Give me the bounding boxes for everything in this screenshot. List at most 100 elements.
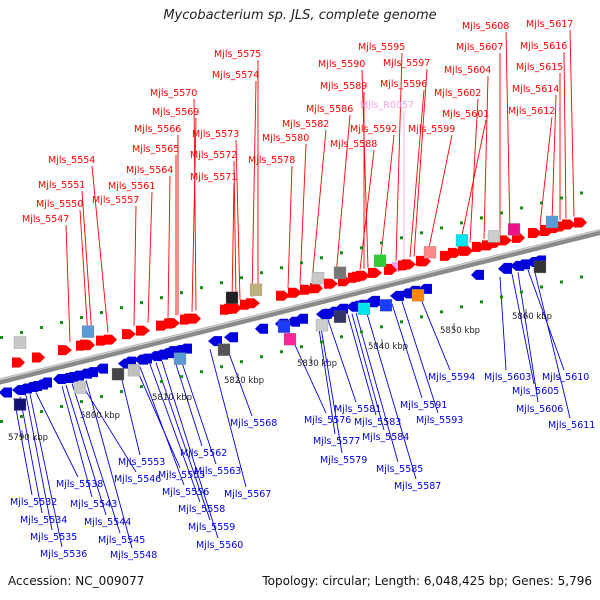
forward-gene-arrow[interactable] xyxy=(12,357,25,368)
gene-label-reverse[interactable]: Mjls_5584 xyxy=(362,432,409,443)
gene-label-reverse[interactable]: Mjls_5558 xyxy=(178,504,225,515)
gene-label-reverse[interactable]: Mjls_5585 xyxy=(376,464,423,475)
gene-label-reverse[interactable]: Mjls_5555 xyxy=(158,470,205,481)
gene-label-reverse[interactable]: Mjls_5606 xyxy=(516,404,563,415)
feature-box[interactable] xyxy=(315,319,329,332)
forward-gene-arrow[interactable] xyxy=(228,303,241,314)
forward-gene-arrow[interactable] xyxy=(136,325,150,336)
gene-label-reverse[interactable]: Mjls_5593 xyxy=(416,415,463,426)
forward-gene-arrow[interactable] xyxy=(122,329,136,340)
gene-label-reverse[interactable]: Mjls_5544 xyxy=(84,517,131,528)
feature-box[interactable] xyxy=(73,381,87,394)
gene-label-forward[interactable]: Mjls_5566 xyxy=(134,124,181,135)
gene-label-forward[interactable]: Mjls_5570 xyxy=(150,88,197,99)
gene-label-forward[interactable]: Mjls_5547 xyxy=(22,214,69,225)
forward-gene-arrow[interactable] xyxy=(166,318,180,329)
reverse-gene-arrow[interactable] xyxy=(95,363,108,374)
gene-label-forward[interactable]: Mjls_5616 xyxy=(520,41,567,52)
gene-label-reverse[interactable]: Mjls_5594 xyxy=(428,372,475,383)
gene-label-reverse[interactable]: Mjls_5603 xyxy=(484,372,531,383)
forward-gene-arrow[interactable] xyxy=(574,217,587,228)
gene-label-forward[interactable]: Mjls_5572 xyxy=(190,150,237,161)
gene-label-forward[interactable]: Mjls_5612 xyxy=(508,106,555,117)
forward-gene-arrow[interactable] xyxy=(324,278,338,289)
forward-gene-arrow[interactable] xyxy=(58,345,72,356)
gene-label-reverse[interactable]: Mjls_5587 xyxy=(394,481,441,492)
forward-gene-arrow[interactable] xyxy=(540,225,553,236)
gene-label-forward[interactable]: Mjls_5557 xyxy=(92,195,139,206)
feature-box[interactable] xyxy=(333,310,347,323)
gene-label-forward[interactable]: Mjls_5575 xyxy=(214,49,261,60)
forward-gene-arrow[interactable] xyxy=(368,267,382,278)
gene-label-forward[interactable]: Mjls_5565 xyxy=(132,144,179,155)
gene-label-reverse[interactable]: Mjls_5536 xyxy=(40,549,87,560)
gene-label-forward[interactable]: Mjls_5599 xyxy=(408,124,455,135)
gene-label-forward[interactable]: Mjls_5615 xyxy=(516,62,563,73)
forward-gene-arrow[interactable] xyxy=(104,334,117,345)
gene-label-forward[interactable]: Mjls_5590 xyxy=(318,59,365,70)
reverse-gene-arrow[interactable] xyxy=(0,387,12,398)
gene-label-reverse[interactable]: Mjls_5532 xyxy=(10,497,57,508)
gene-label-reverse[interactable]: Mjls_5553 xyxy=(118,457,165,468)
feature-box[interactable] xyxy=(173,352,187,365)
feature-box[interactable] xyxy=(81,325,95,338)
gene-label-forward[interactable]: Mjls_5569 xyxy=(152,107,199,118)
feature-box[interactable] xyxy=(379,299,393,312)
forward-gene-arrow[interactable] xyxy=(246,298,260,309)
gene-label-reverse[interactable]: Mjls_5538 xyxy=(56,479,103,490)
forward-gene-arrow[interactable] xyxy=(498,235,512,246)
gene-label-forward[interactable]: Mjls_5588 xyxy=(330,139,377,150)
gene-label-forward[interactable]: Mjls_5601 xyxy=(442,109,489,120)
gene-label-forward[interactable]: Mjls_5578 xyxy=(248,155,295,166)
gene-label-forward[interactable]: Mjls_R0057 xyxy=(360,100,414,111)
reverse-gene-arrow[interactable] xyxy=(471,269,484,280)
reverse-gene-arrow[interactable] xyxy=(295,313,308,324)
feature-box[interactable] xyxy=(507,223,521,236)
feature-box[interactable] xyxy=(13,398,27,411)
reverse-gene-arrow[interactable] xyxy=(367,295,380,306)
gene-label-reverse[interactable]: Mjls_5576 xyxy=(304,415,351,426)
gene-label-reverse[interactable]: Mjls_5605 xyxy=(512,386,559,397)
gene-label-forward[interactable]: Mjls_5561 xyxy=(108,181,155,192)
forward-gene-arrow[interactable] xyxy=(310,283,323,294)
forward-gene-arrow[interactable] xyxy=(562,219,576,230)
gene-label-forward[interactable]: Mjls_5596 xyxy=(380,79,427,90)
feature-box[interactable] xyxy=(373,254,387,267)
gene-label-forward[interactable]: Mjls_5573 xyxy=(192,129,239,140)
gene-label-reverse[interactable]: Mjls_5548 xyxy=(110,550,157,561)
gene-label-reverse[interactable]: Mjls_5610 xyxy=(542,372,589,383)
gene-label-forward[interactable]: Mjls_5551 xyxy=(38,180,85,191)
gene-label-forward[interactable]: Mjls_5582 xyxy=(282,119,329,130)
gene-label-reverse[interactable]: Mjls_5567 xyxy=(224,489,271,500)
gene-label-reverse[interactable]: Mjls_5543 xyxy=(70,499,117,510)
gene-label-forward[interactable]: Mjls_5580 xyxy=(262,133,309,144)
gene-label-forward[interactable]: Mjls_5554 xyxy=(48,155,95,166)
forward-gene-arrow[interactable] xyxy=(288,287,302,298)
gene-label-reverse[interactable]: Mjls_5535 xyxy=(30,532,77,543)
forward-gene-arrow[interactable] xyxy=(528,227,542,238)
feature-box[interactable] xyxy=(455,234,469,247)
forward-gene-arrow[interactable] xyxy=(384,264,397,275)
reverse-gene-arrow[interactable] xyxy=(53,374,66,385)
feature-box[interactable] xyxy=(249,283,263,296)
gene-label-forward[interactable]: Mjls_5586 xyxy=(306,104,353,115)
gene-label-reverse[interactable]: Mjls_5579 xyxy=(320,455,367,466)
feature-box[interactable] xyxy=(217,343,231,356)
forward-gene-arrow[interactable] xyxy=(418,256,431,267)
forward-gene-arrow[interactable] xyxy=(276,290,290,301)
reverse-gene-arrow[interactable] xyxy=(178,343,192,354)
gene-label-forward[interactable]: Mjls_5614 xyxy=(512,84,559,95)
gene-label-reverse[interactable]: Mjls_5546 xyxy=(114,474,161,485)
gene-label-reverse[interactable]: Mjls_5577 xyxy=(313,436,360,447)
reverse-gene-arrow[interactable] xyxy=(39,377,52,388)
forward-gene-arrow[interactable] xyxy=(82,340,95,351)
forward-gene-arrow[interactable] xyxy=(32,352,45,363)
gene-label-forward[interactable]: Mjls_5564 xyxy=(126,165,173,176)
gene-label-forward[interactable]: Mjls_5550 xyxy=(36,199,83,210)
feature-box[interactable] xyxy=(127,363,141,377)
gene-label-reverse[interactable]: Mjls_5583 xyxy=(354,417,401,428)
forward-gene-arrow[interactable] xyxy=(188,313,201,324)
forward-gene-arrow[interactable] xyxy=(482,240,495,251)
gene-label-reverse[interactable]: Mjls_5611 xyxy=(548,420,595,431)
gene-label-forward[interactable]: Mjls_5597 xyxy=(383,58,430,69)
